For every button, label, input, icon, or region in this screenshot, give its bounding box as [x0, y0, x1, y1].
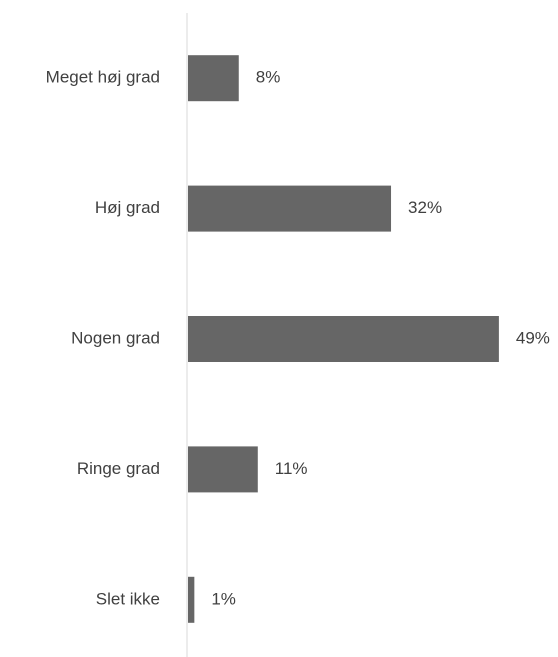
bar [188, 446, 258, 493]
category-label: Ringe grad [77, 459, 160, 478]
value-label: 49% [516, 328, 550, 347]
category-label: Slet ikke [96, 589, 160, 608]
category-label: Meget høj grad [46, 68, 160, 87]
bar [188, 185, 392, 232]
value-label: 32% [408, 198, 442, 217]
category-label: Høj grad [95, 198, 160, 217]
value-label: 1% [211, 589, 236, 608]
category-label: Nogen grad [71, 328, 160, 347]
bar [188, 55, 239, 102]
value-label: 11% [275, 459, 308, 478]
value-label: 8% [256, 68, 281, 87]
bar [188, 576, 195, 623]
bar [188, 316, 499, 362]
